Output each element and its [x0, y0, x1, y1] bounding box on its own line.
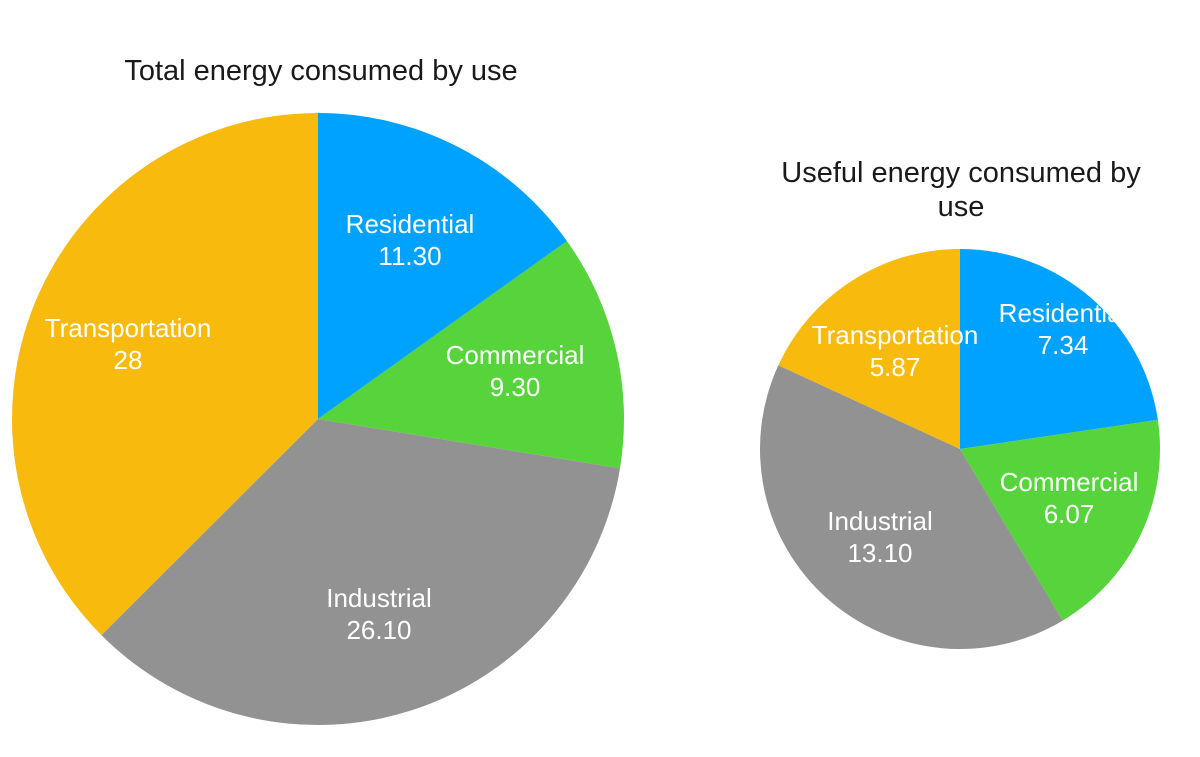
slice-label-industrial: Industrial — [326, 583, 432, 613]
pie-slice-industrial — [101, 419, 620, 726]
slice-label-residential: Residential — [999, 298, 1128, 328]
slice-label-transportation: Transportation — [812, 320, 979, 350]
slice-label-industrial: Industrial — [827, 506, 933, 536]
pie-slice-transportation — [778, 248, 960, 449]
left-pie-title: Total energy consumed by use — [124, 55, 518, 87]
slice-label-residential: Residential — [346, 209, 475, 239]
slice-value-transportation: 28 — [114, 345, 143, 375]
slice-value-commercial: 9.30 — [490, 372, 541, 402]
slice-label-commercial: Commercial — [446, 340, 585, 370]
slice-label-commercial: Commercial — [1000, 467, 1139, 497]
pie-slice-transportation — [11, 113, 318, 636]
pie-slice-residential — [960, 248, 1158, 449]
pie-slice-commercial — [318, 241, 625, 469]
slice-label-transportation: Transportation — [45, 313, 212, 343]
pie-slice-residential — [318, 113, 567, 419]
pie-slice-industrial — [759, 365, 1063, 650]
slice-value-commercial: 6.07 — [1044, 499, 1095, 529]
pie-slice-commercial — [960, 419, 1161, 621]
slice-value-industrial: 13.10 — [847, 538, 912, 568]
right-pie-title: Useful energy consumed by use — [781, 157, 1141, 223]
slice-value-industrial: 26.10 — [346, 615, 411, 645]
slice-value-residential: 11.30 — [378, 241, 441, 271]
slice-value-transportation: 5.87 — [870, 352, 921, 382]
slice-value-residential: 7.34 — [1038, 330, 1089, 360]
